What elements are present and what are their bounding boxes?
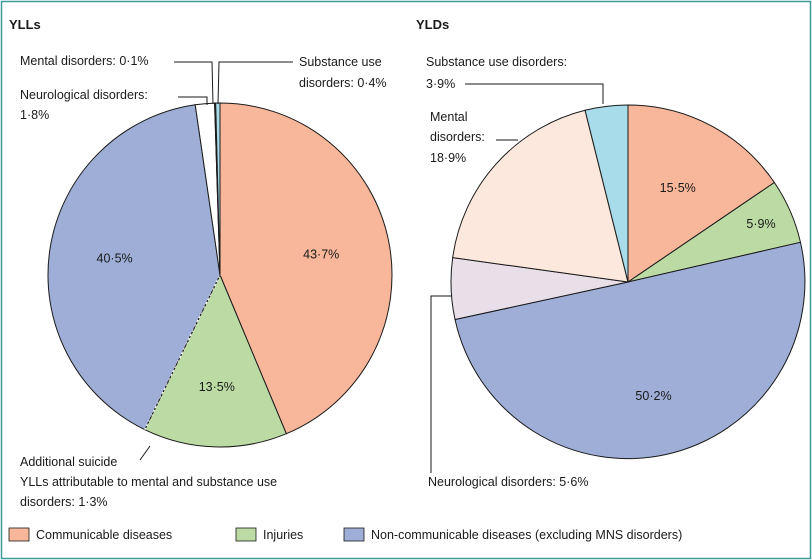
yll-neuro-label-1: Neurological disorders:: [20, 88, 148, 102]
yld-mental-label-2: disorders:: [430, 130, 485, 144]
yld-substance-label-2: 3·9%: [426, 77, 455, 91]
additional-suicide-boundary-line: [144, 274, 221, 430]
yld-slice-mental: [452, 109, 629, 283]
yld-slice-ncd: [454, 241, 806, 460]
legend-swatch-injuries: [235, 527, 257, 542]
yll-suicide-label-1: Additional suicide: [20, 455, 117, 469]
yll-suicide-label-2: YLLs attributable to mental and substanc…: [20, 475, 277, 489]
yld-neuro-label: Neurological disorders: 5·6%: [428, 475, 589, 489]
legend: Communicable diseases Injuries Non-commu…: [8, 527, 682, 542]
yll-neuro-label-2: 1·8%: [20, 108, 49, 122]
yld-value-label-communicable: 15·5%: [660, 181, 696, 195]
yll-suicide-leader: [139, 445, 151, 461]
yll-title: YLLs: [9, 17, 41, 32]
yll-value-label-injuries: 13·5%: [199, 380, 235, 394]
additional-suicide-dashed-line: [144, 274, 221, 431]
legend-label-injuries: Injuries: [263, 528, 303, 542]
yld-slice-communicable: [627, 104, 776, 283]
legend-label-communicable: Communicable diseases: [36, 528, 172, 542]
yll-substance-leader: [217, 61, 293, 105]
legend-swatch-ncd: [343, 527, 365, 542]
yld-mental-label-3: 18·9%: [430, 151, 466, 165]
yll-slice-communicable: [219, 102, 393, 435]
yll-slice-injuries: [144, 273, 287, 448]
yld-mental-label-1: Mental: [430, 110, 468, 124]
yld-value-label-injuries: 5·9%: [746, 217, 775, 231]
yll-substance-label-1: Substance use: [299, 55, 382, 69]
yll-value-label-ncd: 40·5%: [97, 252, 133, 266]
yll-value-label-communicable: 43·7%: [303, 248, 339, 262]
yld-substance-leader: [465, 83, 604, 104]
yld-slice-substance: [584, 104, 629, 283]
yld-substance-label-1: Substance use disorders:: [426, 55, 567, 69]
yll-mental-leader: [174, 61, 214, 105]
legend-swatch-communicable: [8, 527, 30, 542]
yll-neuro-leader: [178, 96, 208, 105]
yll-mental-label: Mental disorders: 0·1%: [20, 54, 149, 68]
yld-neuro-leader: [430, 295, 452, 473]
yll-suicide-label-3: disorders: 1·3%: [20, 495, 108, 509]
yld-title: YLDs: [416, 17, 449, 32]
yll-pie: 43·7% 13·5% 40·5%: [47, 102, 393, 448]
legend-label-ncd: Non-communicable diseases (excluding MNS…: [371, 528, 682, 542]
yld-pie: 15·5% 5·9% 50·2%: [450, 104, 806, 460]
yld-value-label-ncd: 50·2%: [635, 389, 671, 403]
yll-substance-label-2: disorders: 0·4%: [299, 76, 387, 90]
yll-slice-ncd: [47, 104, 221, 431]
